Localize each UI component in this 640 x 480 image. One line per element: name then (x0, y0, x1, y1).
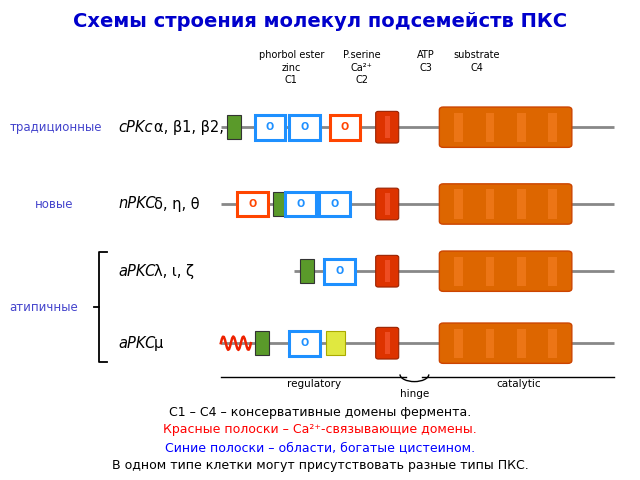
Bar (486, 113, 494, 142)
Text: O: O (296, 199, 304, 209)
Bar (385, 193, 390, 215)
Bar (517, 113, 525, 142)
Text: O: O (341, 122, 349, 132)
Text: атипичные: атипичные (10, 300, 78, 314)
Bar (319, 192, 350, 216)
Bar (289, 115, 320, 140)
Bar (326, 331, 345, 355)
Bar (486, 257, 494, 286)
Bar (237, 192, 268, 216)
Text: O: O (301, 122, 308, 132)
Bar (227, 115, 241, 139)
Text: Схемы строения молекул подсемейств ПКС: Схемы строения молекул подсемейств ПКС (73, 12, 567, 31)
Text: regulatory: regulatory (287, 379, 340, 389)
Text: phorbol ester
zinc
C1: phorbol ester zinc C1 (259, 50, 324, 85)
Text: cPKc: cPKc (118, 120, 153, 135)
Text: Синие полоски – области, богатые цистеином.: Синие полоски – области, богатые цистеин… (165, 441, 475, 454)
Bar (273, 192, 287, 216)
Bar (454, 329, 463, 358)
Bar (300, 259, 314, 283)
Bar (548, 257, 557, 286)
Bar (548, 113, 557, 142)
FancyBboxPatch shape (376, 188, 399, 220)
Bar (255, 115, 285, 140)
Text: hinge: hinge (400, 389, 429, 399)
Bar (330, 115, 360, 140)
Bar (385, 260, 390, 282)
Bar (289, 331, 320, 356)
FancyBboxPatch shape (376, 111, 399, 143)
Text: O: O (266, 122, 274, 132)
Bar (285, 192, 316, 216)
Text: nPKC: nPKC (118, 196, 156, 212)
Text: традиционные: традиционные (10, 120, 102, 134)
Bar (517, 190, 525, 218)
Text: catalytic: catalytic (496, 379, 541, 389)
FancyBboxPatch shape (440, 107, 572, 147)
Text: Красные полоски – Ca²⁺-связывающие домены.: Красные полоски – Ca²⁺-связывающие домен… (163, 423, 477, 436)
Text: ATP
C3: ATP C3 (417, 50, 435, 73)
Text: O: O (249, 199, 257, 209)
Bar (255, 331, 269, 355)
Bar (486, 329, 494, 358)
FancyBboxPatch shape (440, 251, 572, 291)
Bar (486, 190, 494, 218)
FancyBboxPatch shape (376, 327, 399, 359)
Text: новые: новые (35, 197, 74, 211)
Text: substrate
C4: substrate C4 (454, 50, 500, 73)
Text: O: O (301, 338, 308, 348)
FancyBboxPatch shape (440, 323, 572, 363)
Text: λ, ι, ζ: λ, ι, ζ (154, 264, 195, 279)
Text: aPKC: aPKC (118, 264, 156, 279)
Text: α, β1, β2, γ: α, β1, β2, γ (154, 120, 237, 135)
Bar (517, 329, 525, 358)
Bar (454, 190, 463, 218)
Text: В одном типе клетки могут присутствовать разные типы ПКС.: В одном типе клетки могут присутствовать… (111, 459, 529, 472)
FancyBboxPatch shape (440, 184, 572, 224)
Bar (385, 332, 390, 354)
Text: δ, η, θ: δ, η, θ (154, 196, 200, 212)
Bar (548, 329, 557, 358)
Text: aPKC: aPKC (118, 336, 156, 351)
Text: C1 – C4 – консервативные домены фермента.: C1 – C4 – консервативные домены фермента… (169, 406, 471, 419)
Text: μ: μ (154, 336, 164, 351)
Bar (385, 116, 390, 138)
Text: P.serine
Ca²⁺
C2: P.serine Ca²⁺ C2 (343, 50, 380, 85)
Bar (324, 259, 355, 284)
Bar (517, 257, 525, 286)
FancyBboxPatch shape (376, 255, 399, 287)
Bar (548, 190, 557, 218)
Text: O: O (331, 199, 339, 209)
Text: O: O (335, 266, 343, 276)
Bar (454, 113, 463, 142)
Bar (454, 257, 463, 286)
